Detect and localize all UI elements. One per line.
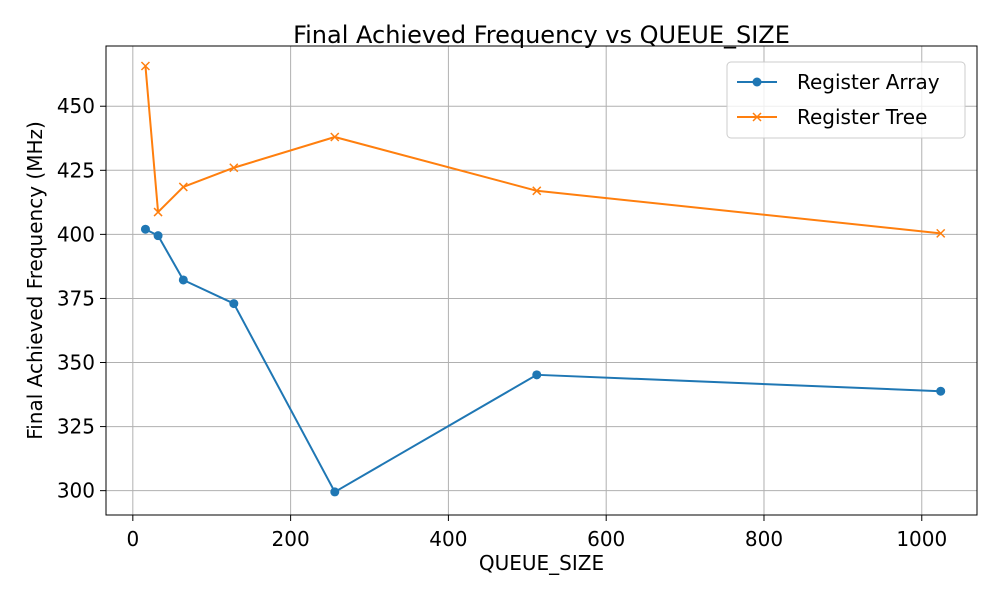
legend-item: Register Array	[737, 70, 940, 94]
legend: Register Array Register Tree	[726, 61, 966, 139]
data-point	[140, 61, 150, 71]
data-point	[936, 228, 946, 238]
series-layer	[140, 61, 946, 497]
x-marker-stroke	[140, 61, 150, 71]
data-point	[936, 386, 946, 396]
data-point	[330, 487, 340, 497]
y-tick-label: 325	[57, 415, 95, 439]
axis-ticks: 0 200 400 600 800 1000 300 325 350 375 400 425 450	[57, 94, 947, 551]
y-tick-label: 375	[57, 286, 95, 310]
x-marker-stroke	[936, 228, 946, 238]
legend-box	[726, 61, 966, 139]
x-marker-stroke	[229, 163, 239, 173]
legend-marker	[752, 112, 762, 122]
x-marker-stroke	[752, 112, 762, 122]
x-marker-stroke	[153, 207, 163, 217]
y-tick-label: 300	[57, 479, 95, 503]
y-tick-label: 425	[57, 158, 95, 182]
data-point	[140, 224, 150, 234]
data-point	[532, 370, 542, 380]
data-point	[229, 299, 239, 309]
x-tick-label: 400	[429, 527, 467, 551]
data-point	[153, 207, 163, 217]
legend-label: Register Tree	[797, 105, 927, 129]
x-tick-label: 800	[745, 527, 783, 551]
data-point	[178, 182, 188, 192]
plot-frame	[105, 45, 978, 516]
series-register-tree	[140, 61, 946, 238]
x-marker-stroke	[532, 186, 542, 196]
legend-item: Register Tree	[737, 105, 927, 129]
x-tick-label: 1000	[896, 527, 947, 551]
series-register-array	[140, 224, 946, 497]
legend-label: Register Array	[797, 70, 940, 94]
x-marker-stroke	[330, 132, 340, 142]
x-tick-label: 600	[587, 527, 625, 551]
x-tick-label: 200	[272, 527, 310, 551]
legend-marker	[752, 77, 762, 87]
x-tick-label: 0	[126, 527, 139, 551]
y-axis-title: Final Achieved Frequency (MHz)	[23, 121, 47, 440]
data-point	[330, 132, 340, 142]
chart-title: Final Achieved Frequency vs QUEUE_SIZE	[293, 21, 790, 49]
data-point	[178, 275, 188, 285]
x-marker-stroke	[178, 182, 188, 192]
y-tick-label: 350	[57, 351, 95, 375]
data-point	[153, 231, 163, 241]
x-axis-title: QUEUE_SIZE	[479, 551, 604, 575]
data-point	[229, 163, 239, 173]
data-point	[532, 186, 542, 196]
y-tick-label: 400	[57, 222, 95, 246]
series-line	[144, 228, 941, 493]
y-tick-label: 450	[57, 94, 95, 118]
